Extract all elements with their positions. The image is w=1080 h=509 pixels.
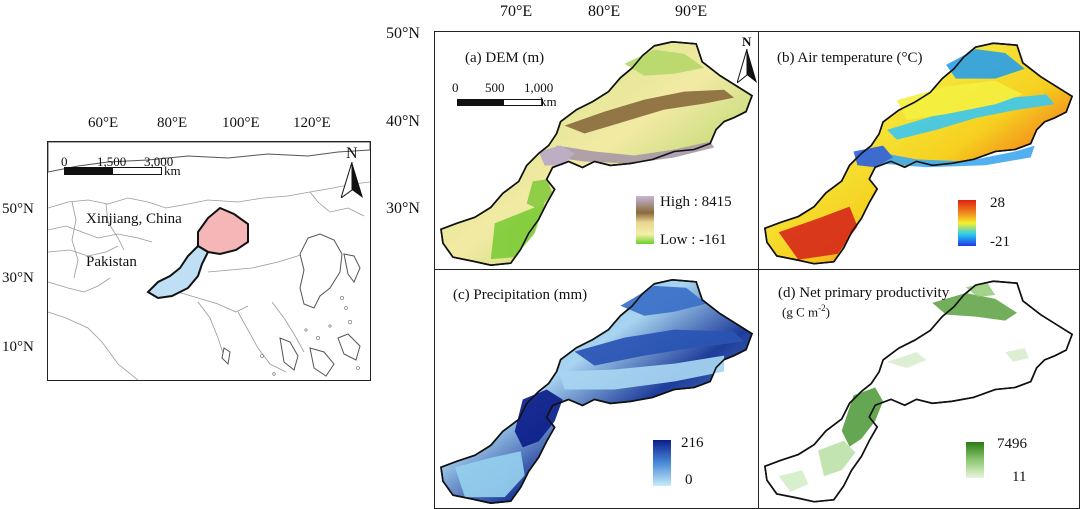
panel-a-title: (a) DEM (m) (465, 50, 545, 66)
npp-legend-max: 7496 (997, 436, 1027, 452)
panel-d-title: (d) Net primary productivity (778, 285, 950, 301)
scale-unit: km (164, 163, 181, 178)
xinjiang-label: Xinjiang, China (86, 211, 182, 227)
dem-legend-high: High : 8415 (660, 194, 732, 210)
main-lat-label: 30°N (386, 200, 420, 217)
overview-lon-label: 80°E (157, 115, 188, 131)
precipitation-map (440, 279, 753, 504)
scale-tick: 500 (485, 80, 505, 95)
panel-c-title: (c) Precipitation (mm) (453, 287, 588, 303)
main-lon-label: 70°E (500, 3, 533, 20)
panel-temperature: (b) Air temperature (°C) 28 -21 (758, 31, 1080, 271)
temperature-legend-bar (958, 200, 976, 246)
temperature-legend-max: 28 (990, 195, 1005, 211)
temperature-legend-min: -21 (990, 234, 1010, 250)
asia-basemap (48, 142, 370, 380)
main-scale-bar: 0 500 1,000 km (452, 80, 564, 111)
main-lon-label: 80°E (588, 3, 621, 20)
pakistan-label: Pakistan (86, 254, 137, 270)
panel-dem: (a) DEM (m) 0 500 1,000 km N High : 8415… (434, 31, 760, 271)
overview-lat-label: 10°N (2, 339, 34, 355)
overview-lat-label: 50°N (2, 201, 34, 217)
overview-north-arrow: N (341, 146, 363, 198)
temperature-map (764, 42, 1073, 265)
npp-unit-prefix: (g C m (782, 304, 819, 320)
dem-legend-bar (636, 196, 654, 244)
scale-tick: 3,000 (144, 154, 174, 169)
north-arrow-icon (737, 49, 757, 83)
main-lon-label: 90°E (675, 3, 708, 20)
overview-lon-label: 100°E (222, 115, 260, 131)
precipitation-legend-max: 216 (681, 435, 704, 451)
npp-unit-exponent: -2 (818, 303, 826, 313)
dem-legend-low: Low : -161 (660, 232, 727, 248)
xinjiang-region (197, 206, 249, 256)
npp-unit-label: (g C m-2) (782, 303, 830, 320)
dem-map (440, 41, 753, 266)
north-label: N (346, 145, 358, 162)
scale-tick: 1,500 (97, 154, 127, 169)
north-arrow-icon (341, 162, 363, 198)
pakistan-region (146, 244, 210, 300)
overview-lon-label: 60°E (88, 115, 119, 131)
north-label: N (742, 34, 752, 49)
scale-unit: km (540, 94, 557, 109)
overview-lon-label: 120°E (293, 115, 331, 131)
scale-tick: 0 (452, 80, 459, 95)
npp-legend-bar (966, 442, 984, 478)
main-lat-label: 50°N (386, 25, 420, 42)
main-north-arrow: N (737, 35, 757, 83)
scale-tick: 0 (61, 154, 68, 169)
npp-unit-suffix: ) (825, 304, 830, 320)
npp-map (764, 280, 1073, 503)
panel-npp: (d) Net primary productivity (g C m-2) 7… (758, 269, 1080, 509)
precipitation-legend-min: 0 (685, 472, 693, 488)
panel-b-title: (b) Air temperature (°C) (777, 50, 923, 66)
main-lat-label: 40°N (386, 113, 420, 130)
panel-precipitation: (c) Precipitation (mm) 216 0 (434, 269, 760, 509)
overview-scale-bar: 0 1,500 3,000 km (61, 154, 204, 178)
overview-map-frame (47, 141, 371, 381)
npp-legend-min: 11 (1012, 469, 1027, 485)
overview-lat-label: 30°N (2, 270, 34, 286)
scale-tick: 1,000 (524, 80, 554, 95)
precipitation-legend-bar (653, 440, 671, 486)
